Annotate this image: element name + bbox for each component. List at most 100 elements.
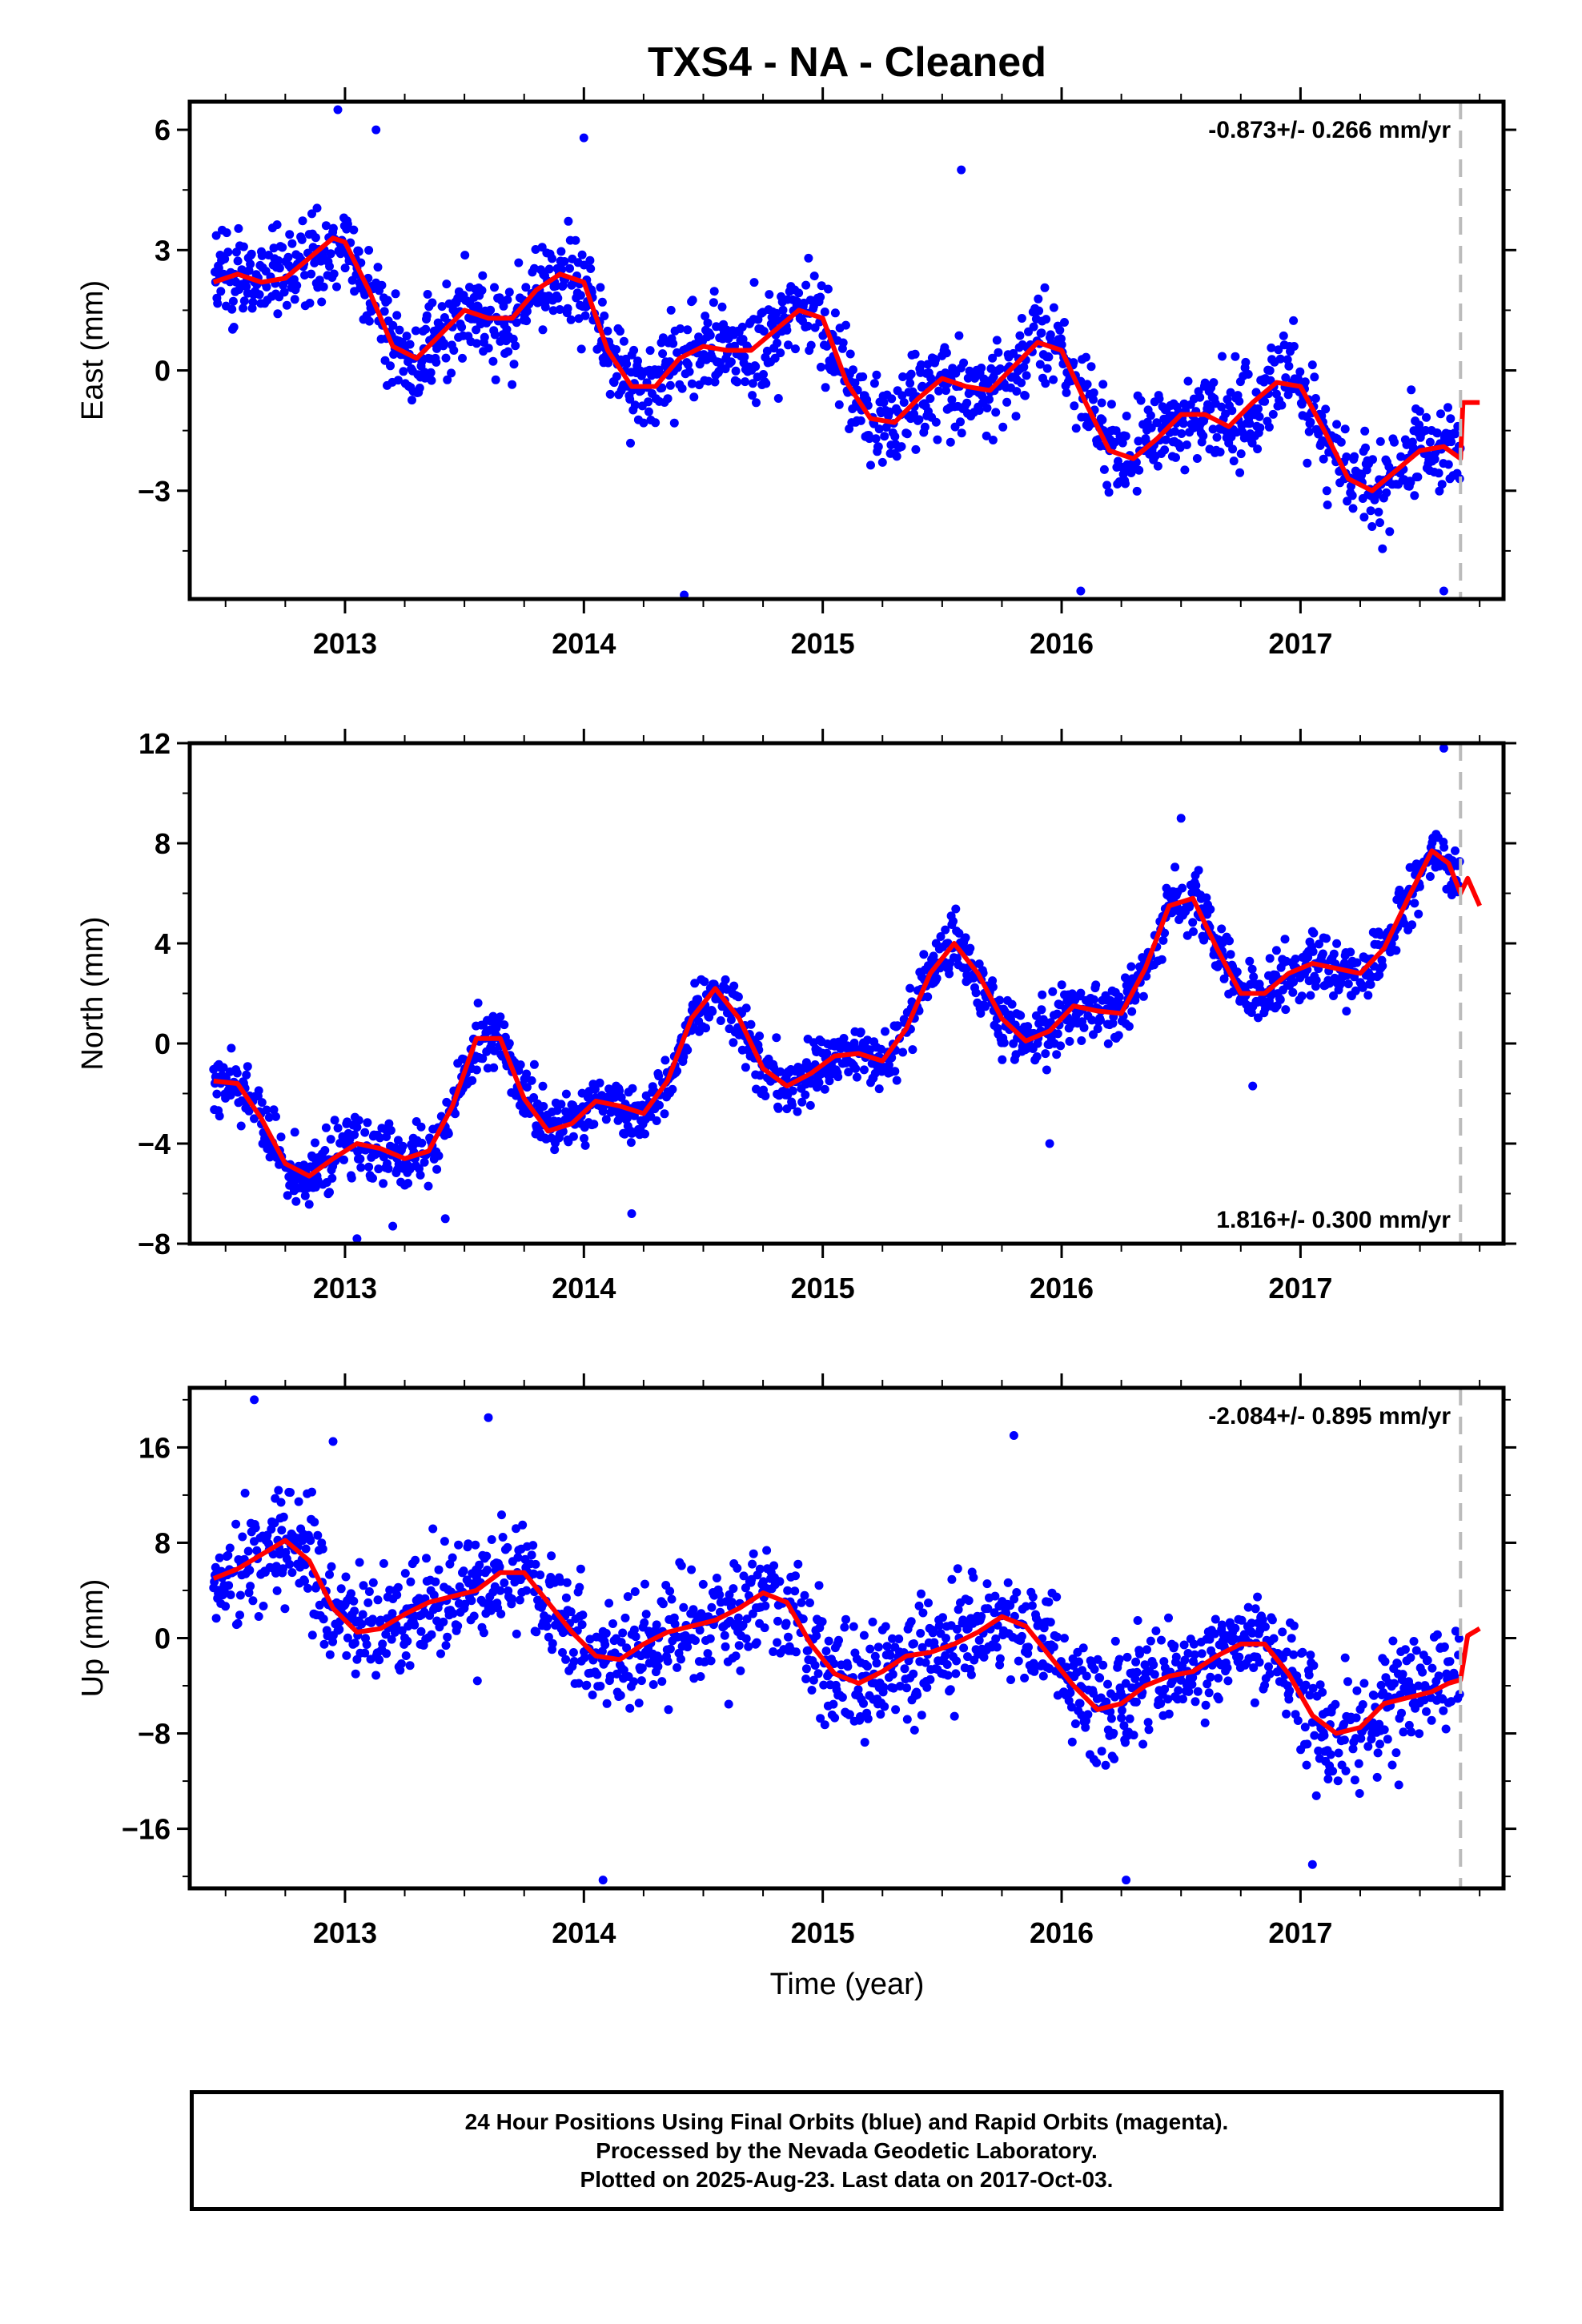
data-point (887, 394, 897, 404)
data-point (1329, 949, 1339, 959)
data-point (689, 392, 699, 402)
data-point (443, 1632, 452, 1642)
data-point (1044, 352, 1054, 362)
data-point (354, 1116, 363, 1125)
data-point (716, 1016, 725, 1025)
data-point (1322, 934, 1331, 943)
data-point (791, 344, 800, 354)
data-point (951, 904, 961, 914)
data-point (683, 1642, 693, 1652)
data-point (1146, 1636, 1155, 1646)
data-point (900, 1664, 909, 1674)
data-point (1049, 1642, 1058, 1651)
data-point (1383, 1735, 1392, 1744)
data-point (868, 1617, 877, 1626)
data-point (762, 1546, 772, 1555)
data-point (872, 370, 881, 380)
data-point (1160, 445, 1170, 455)
data-point (1342, 1007, 1351, 1016)
data-point (248, 1596, 258, 1606)
data-point (905, 983, 915, 993)
data-point (410, 1620, 420, 1630)
data-point (761, 1601, 770, 1610)
data-point (778, 305, 788, 315)
data-point (752, 1638, 761, 1647)
data-point (1437, 480, 1447, 489)
data-point (269, 1105, 279, 1115)
data-point (1082, 1671, 1091, 1681)
data-point (739, 1571, 749, 1581)
data-point (637, 1663, 647, 1673)
data-point (1138, 1739, 1148, 1749)
data-point (274, 1486, 283, 1495)
data-point (1339, 1719, 1348, 1729)
data-point (729, 981, 739, 991)
data-point (1144, 1725, 1154, 1735)
data-point (578, 1610, 588, 1620)
data-point (741, 1063, 750, 1072)
data-point (1289, 1621, 1299, 1630)
data-point (1121, 1738, 1130, 1747)
data-point (707, 1602, 717, 1612)
data-point (1271, 946, 1281, 955)
data-point (1132, 486, 1142, 496)
data-point (995, 995, 1005, 1005)
data-point (596, 1682, 605, 1691)
data-point (879, 1683, 889, 1692)
data-point (834, 400, 844, 409)
data-point (1003, 1578, 1013, 1587)
data-point (319, 1639, 329, 1649)
data-point (1136, 396, 1146, 405)
data-point (1049, 303, 1058, 312)
data-point (1201, 1700, 1211, 1710)
data-point (823, 284, 833, 294)
data-point (1235, 396, 1244, 406)
data-point (837, 1693, 847, 1702)
data-point (1062, 1663, 1071, 1672)
data-point (869, 379, 879, 388)
data-point (652, 1620, 661, 1630)
data-point (1106, 1714, 1116, 1723)
data-point (734, 1641, 744, 1651)
data-point (1195, 392, 1205, 402)
data-point (469, 1611, 479, 1621)
data-point (497, 1510, 506, 1520)
data-point (1307, 1860, 1317, 1869)
data-point (1178, 883, 1187, 893)
y-tick-label: −4 (138, 1128, 171, 1160)
data-point (544, 264, 554, 274)
data-point (1086, 362, 1096, 372)
data-point (1223, 1676, 1233, 1686)
y-tick-label: −3 (138, 475, 171, 508)
data-point (228, 296, 238, 306)
data-point (1359, 513, 1369, 522)
data-point (1023, 1649, 1033, 1659)
data-point (849, 1622, 858, 1631)
data-point (932, 974, 942, 983)
data-point (920, 422, 930, 432)
data-point (634, 1699, 644, 1708)
data-point (1350, 452, 1359, 461)
data-point (432, 357, 441, 367)
data-point (625, 1703, 635, 1713)
data-point (623, 1592, 632, 1602)
data-point (710, 377, 720, 387)
data-point (622, 1643, 632, 1653)
data-point (561, 1655, 571, 1664)
data-point (1097, 1747, 1106, 1756)
y-tick-label: 0 (155, 1027, 171, 1060)
data-point (522, 307, 532, 316)
data-point (995, 364, 1005, 373)
y-tick-label: 16 (139, 1431, 171, 1464)
data-point (689, 1605, 698, 1614)
data-point (958, 1615, 968, 1625)
data-point (1114, 1655, 1124, 1664)
data-point (1093, 1024, 1102, 1034)
data-point (441, 353, 451, 363)
data-point (576, 291, 585, 300)
data-point (350, 1130, 359, 1140)
data-point (1348, 504, 1358, 513)
data-point (224, 1581, 234, 1590)
data-point (814, 1078, 824, 1088)
data-point (287, 239, 297, 248)
